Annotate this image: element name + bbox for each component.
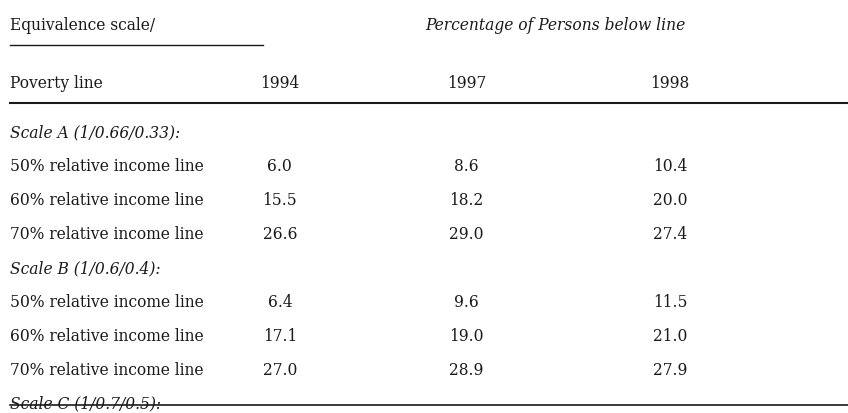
Text: 50% relative income line: 50% relative income line <box>10 158 204 175</box>
Text: 10.4: 10.4 <box>653 158 687 175</box>
Text: 21.0: 21.0 <box>653 327 687 344</box>
Text: Equivalence scale/: Equivalence scale/ <box>10 17 155 33</box>
Text: 11.5: 11.5 <box>653 293 687 310</box>
Text: 29.0: 29.0 <box>449 225 483 242</box>
Text: Percentage of Persons below line: Percentage of Persons below line <box>426 17 685 33</box>
Text: 17.1: 17.1 <box>263 327 297 344</box>
Text: 20.0: 20.0 <box>653 192 687 209</box>
Text: 27.9: 27.9 <box>653 361 687 378</box>
Text: 1998: 1998 <box>650 74 689 91</box>
Text: 8.6: 8.6 <box>454 158 479 175</box>
Text: Scale A (1/0.66/0.33):: Scale A (1/0.66/0.33): <box>10 124 181 141</box>
Text: 9.6: 9.6 <box>454 293 479 310</box>
Text: 27.0: 27.0 <box>263 361 297 378</box>
Text: 28.9: 28.9 <box>449 361 483 378</box>
Text: 70% relative income line: 70% relative income line <box>10 361 204 378</box>
Text: 6.4: 6.4 <box>267 293 293 310</box>
Text: 18.2: 18.2 <box>449 192 483 209</box>
Text: 27.4: 27.4 <box>653 225 687 242</box>
Text: 1997: 1997 <box>447 74 486 91</box>
Text: Scale B (1/0.6/0.4):: Scale B (1/0.6/0.4): <box>10 259 161 276</box>
Text: 60% relative income line: 60% relative income line <box>10 327 204 344</box>
Text: 60% relative income line: 60% relative income line <box>10 192 204 209</box>
Text: 6.0: 6.0 <box>267 158 293 175</box>
Text: Scale C (1/0.7/0.5):: Scale C (1/0.7/0.5): <box>10 395 161 412</box>
Text: 26.6: 26.6 <box>263 225 297 242</box>
Text: 15.5: 15.5 <box>263 192 297 209</box>
Text: 1994: 1994 <box>260 74 299 91</box>
Text: Poverty line: Poverty line <box>10 74 103 91</box>
Text: 50% relative income line: 50% relative income line <box>10 293 204 310</box>
Text: 70% relative income line: 70% relative income line <box>10 225 204 242</box>
Text: 19.0: 19.0 <box>449 327 483 344</box>
